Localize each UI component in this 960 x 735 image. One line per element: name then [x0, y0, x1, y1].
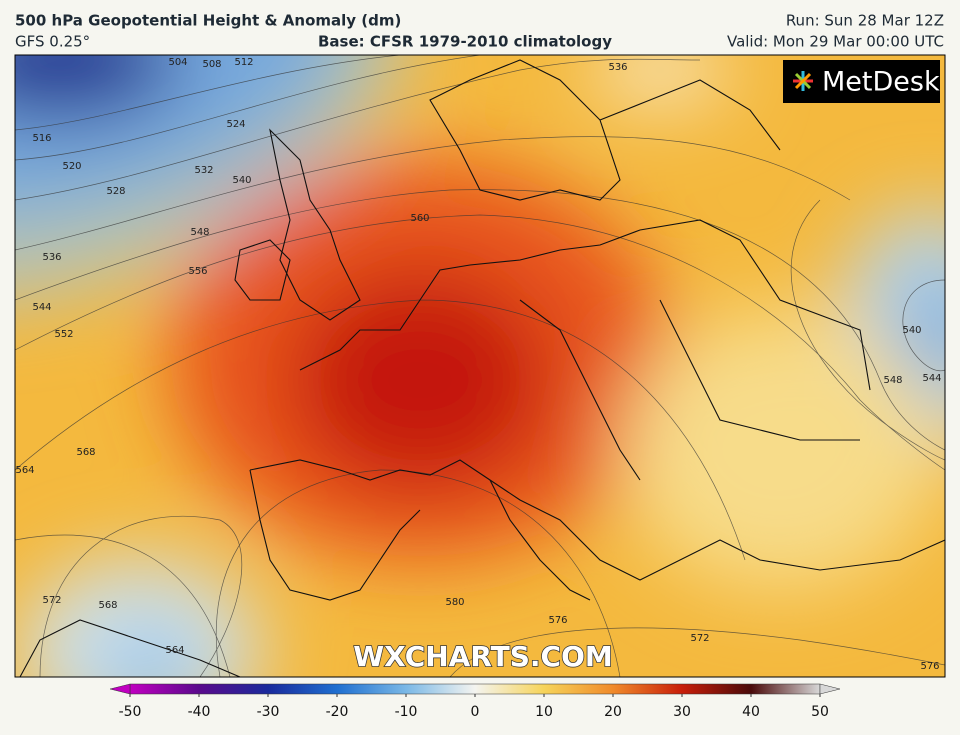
contour-label: 548	[190, 227, 209, 238]
contour-label: 560	[410, 213, 429, 224]
colorbar-tick-label: -20	[326, 704, 349, 720]
colorbar: -50 -40 -30 -20 -10 0 10 20 30 40 50	[109, 683, 841, 720]
contour-label: 540	[232, 175, 251, 186]
colorbar-tick-label: -50	[119, 704, 142, 720]
contour-label: 512	[234, 57, 253, 68]
contour-label: 528	[106, 186, 125, 197]
model: GFS 0.25°	[15, 33, 90, 51]
colorbar-tick-label: -10	[395, 704, 418, 720]
contour-label: 576	[548, 615, 567, 626]
base: Base: CFSR 1979-2010 climatology	[318, 33, 612, 51]
colorbar-tick-label: -30	[257, 704, 280, 720]
watermark: WXCHARTS.COM	[353, 640, 613, 673]
colorbar-tick-label: 30	[673, 704, 691, 720]
contour-label: 536	[42, 252, 61, 263]
contour-label: 548	[883, 375, 902, 386]
contour-label: 504	[168, 57, 187, 68]
map-frame	[14, 54, 946, 678]
contour-label: 572	[690, 633, 709, 644]
contour-label: 564	[15, 465, 34, 476]
colorbar-tick-label: 0	[471, 704, 480, 720]
contour-label: 532	[194, 165, 213, 176]
colorbar-tick-label: 40	[742, 704, 760, 720]
contour-label: 552	[54, 329, 73, 340]
valid: Valid: Mon 29 Mar 00:00 UTC	[727, 33, 944, 51]
contour-label: 508	[202, 59, 221, 70]
contour-label: 536	[608, 62, 627, 73]
colorbar-tick-label: 10	[535, 704, 553, 720]
contour-label: 520	[62, 161, 81, 172]
logo-text: MetDesk	[822, 67, 940, 98]
contour-labels: 504 508 512 516 520 524 528 532 536 540 544 548 552 5…	[15, 57, 941, 672]
colorbar-low-end	[109, 683, 131, 695]
contour-label: 580	[445, 597, 464, 608]
contour-label: 564	[165, 645, 184, 656]
colorbar-tick-label: 50	[811, 704, 829, 720]
logo-icon	[793, 71, 813, 91]
contour-label: 540	[902, 325, 921, 336]
colorbar-body	[129, 683, 821, 695]
colorbar-tick-label: -40	[188, 704, 211, 720]
contour-label: 544	[922, 373, 941, 384]
contour-label: 556	[188, 266, 207, 277]
contour-label: 524	[226, 119, 245, 130]
colorbar-tick-label: 20	[604, 704, 622, 720]
contour-label: 568	[76, 447, 95, 458]
contour-label: 576	[920, 661, 939, 672]
run: Run: Sun 28 Mar 12Z	[786, 12, 944, 30]
contour-label: 516	[32, 133, 51, 144]
contour-label: 544	[32, 302, 51, 313]
title: 500 hPa Geopotential Height & Anomaly (d…	[15, 12, 401, 30]
contour-label: 572	[42, 595, 61, 606]
colorbar-high-end	[819, 683, 841, 695]
contour-label: 568	[98, 600, 117, 611]
